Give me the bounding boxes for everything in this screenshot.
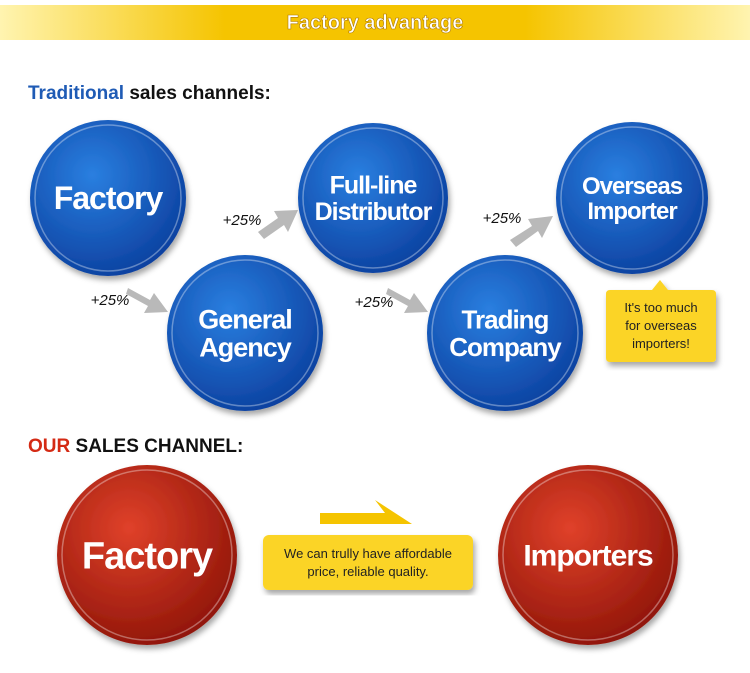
circle-ring: [302, 127, 444, 269]
circle-label: Distributor: [315, 198, 433, 226]
note-box: [606, 280, 716, 362]
markup: +25%: [223, 212, 262, 229]
circle-label: Overseas: [582, 173, 683, 200]
circle-label: General: [198, 304, 292, 334]
arrows: [126, 210, 553, 313]
circle-label: Importer: [587, 198, 677, 225]
circle-label: Agency: [199, 333, 292, 363]
section-heading: Traditional sales channels:: [28, 83, 271, 104]
circle: [30, 120, 186, 276]
circle: [57, 465, 237, 645]
circle-label: Factory: [82, 535, 213, 577]
note-line: It's too much: [624, 300, 697, 315]
circle-label: Full-line: [330, 172, 418, 200]
circle-ring: [560, 126, 704, 270]
markup: +25%: [355, 294, 394, 311]
note-line: for overseas: [625, 318, 697, 333]
circle-label: Company: [449, 332, 562, 362]
circle-ring: [431, 259, 579, 407]
markup: +25%: [91, 292, 130, 309]
circle-label: Importers: [523, 540, 653, 573]
circle-ring: [61, 469, 233, 641]
header-bar: [0, 5, 750, 40]
circle: [427, 255, 583, 411]
circle-label: Factory: [54, 180, 164, 216]
circle: [556, 122, 708, 274]
note-box: [263, 535, 473, 590]
note-line: importers!: [632, 336, 690, 351]
circle-ring: [171, 259, 319, 407]
circle: [298, 123, 448, 273]
note-line: price, reliable quality.: [307, 564, 428, 579]
markup: +25%: [483, 210, 522, 227]
circle: [498, 465, 678, 645]
arrow: [320, 500, 412, 524]
section-heading: OUR SALES CHANNEL:: [28, 436, 243, 457]
note-line: We can trully have affordable: [284, 546, 452, 561]
header-title: Factory advantage: [287, 12, 464, 34]
circle-ring: [34, 124, 182, 272]
circle-label: Trading: [462, 304, 549, 334]
circle: [167, 255, 323, 411]
circle-ring: [502, 469, 674, 641]
